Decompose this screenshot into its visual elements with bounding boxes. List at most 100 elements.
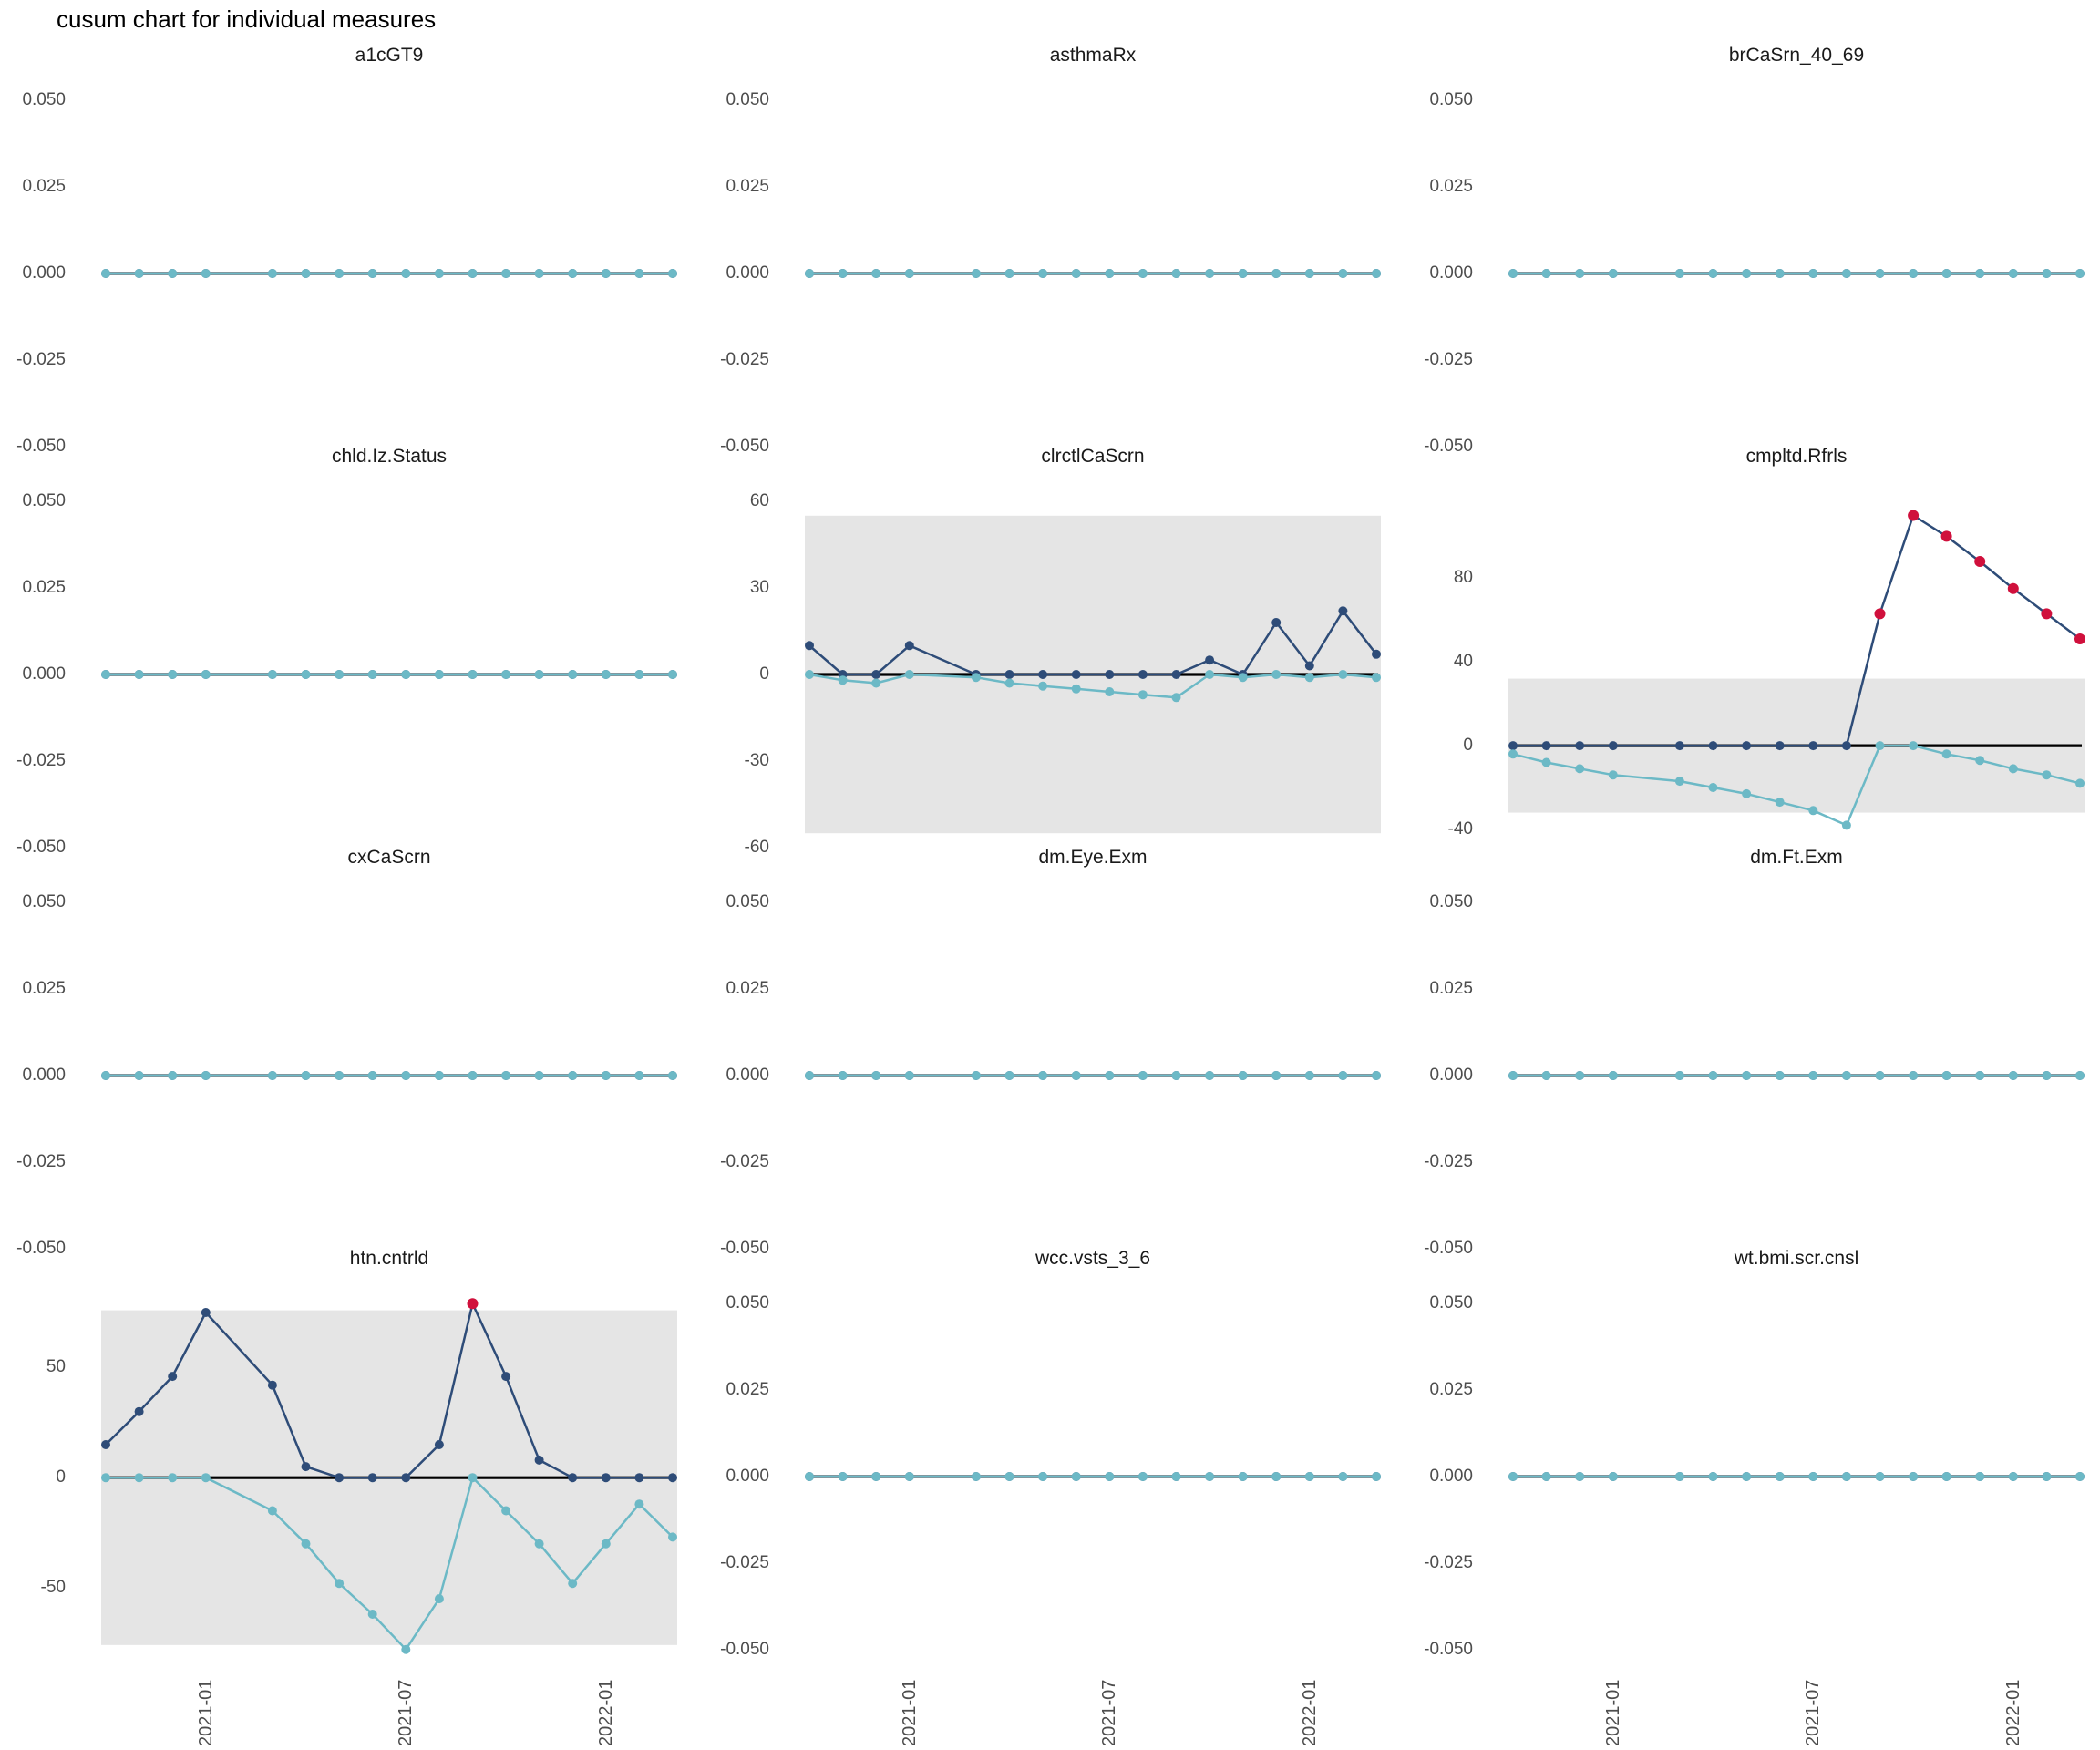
data-point: [805, 269, 814, 278]
data-point: [501, 1071, 511, 1080]
data-point: [1205, 655, 1215, 665]
data-point: [1508, 741, 1518, 751]
panel-title: brCaSrn_40_69: [1728, 45, 1865, 66]
data-point: [838, 675, 848, 685]
data-point: [1105, 1071, 1115, 1080]
data-point: [1171, 1071, 1181, 1080]
x-axis-tick-label: 2022-01: [595, 1679, 616, 1746]
y-axis-tick-label: -0.025: [720, 1553, 769, 1572]
data-point: [168, 1473, 178, 1483]
y-axis-tick-label: 0.025: [1429, 979, 1473, 998]
data-point: [1674, 1071, 1684, 1080]
y-axis-tick-label: -0.050: [1424, 1239, 1473, 1258]
data-point: [1038, 269, 1048, 278]
x-axis-tick-label: 2021-01: [899, 1679, 920, 1746]
data-point: [838, 1071, 848, 1080]
data-point: [367, 670, 377, 679]
data-point: [168, 1372, 178, 1382]
panel-plot-area: [101, 670, 677, 679]
data-point: [1841, 820, 1851, 830]
data-point: [1775, 798, 1785, 808]
data-point: [434, 670, 444, 679]
data-point: [1941, 1071, 1951, 1080]
data-point: [1775, 1472, 1785, 1481]
panel-title: cxCaScrn: [347, 847, 431, 868]
data-point: [971, 1071, 981, 1080]
data-point: [2075, 269, 2085, 278]
data-point: [367, 269, 377, 278]
data-point: [805, 641, 814, 651]
data-point: [904, 1472, 914, 1481]
data-point: [1941, 1472, 1951, 1481]
data-point: [1071, 1071, 1081, 1080]
data-point: [1138, 1472, 1148, 1481]
data-point: [1004, 678, 1014, 688]
data-point: [1338, 1071, 1348, 1080]
data-point: [101, 670, 110, 679]
y-axis-tick-label: -0.025: [720, 1152, 769, 1171]
data-point: [1205, 269, 1215, 278]
data-point: [634, 1473, 644, 1483]
panel-title: wt.bmi.scr.cnsl: [1734, 1248, 1859, 1269]
y-axis-tick-label: -0.050: [16, 437, 66, 456]
panel-title: htn.cntrld: [349, 1248, 429, 1269]
y-axis-tick-label: 0.050: [726, 90, 769, 109]
data-point: [1808, 741, 1818, 751]
x-axis-tick-label: 2021-01: [1602, 1679, 1623, 1746]
data-point: [1508, 1071, 1518, 1080]
y-axis-tick-label: 0.050: [1429, 892, 1473, 911]
data-point: [1004, 670, 1014, 679]
data-point: [401, 1071, 411, 1080]
data-point: [1541, 741, 1551, 751]
data-point: [1808, 1071, 1818, 1080]
data-point: [1875, 741, 1885, 751]
x-axis-tick-label: 2021-07: [396, 1679, 417, 1746]
data-point: [871, 1071, 881, 1080]
data-point: [134, 1473, 144, 1483]
panel-plot-area: [101, 269, 677, 278]
data-point: [168, 670, 178, 679]
data-point: [1004, 1472, 1014, 1481]
data-point: [1508, 269, 1518, 278]
data-point: [568, 1473, 578, 1483]
data-point: [1138, 690, 1148, 700]
data-point: [1608, 269, 1618, 278]
data-point: [1338, 1472, 1348, 1481]
panel-plot-area: [805, 269, 1381, 278]
x-axis-tick-label: 2021-01: [195, 1679, 216, 1746]
data-point: [971, 1472, 981, 1481]
y-axis-tick-label: 0.025: [1429, 177, 1473, 196]
panel-plot-area: [1508, 269, 2085, 278]
y-axis-tick-label: -0.050: [720, 1239, 769, 1258]
data-point: [201, 1473, 211, 1483]
data-point: [1171, 1472, 1181, 1481]
data-point: [971, 269, 981, 278]
data-point: [1372, 673, 1381, 683]
y-axis-tick-label: 0: [759, 664, 769, 684]
data-point: [1708, 783, 1718, 792]
data-point: [1271, 1472, 1282, 1481]
data-point: [1372, 1071, 1381, 1080]
y-axis-tick-label: 0.000: [726, 1065, 769, 1085]
y-axis-tick-label: 0.000: [726, 263, 769, 283]
data-point: [1071, 269, 1081, 278]
y-axis-tick-label: 0.025: [22, 578, 66, 597]
data-point: [301, 1462, 311, 1472]
data-point: [601, 269, 611, 278]
y-axis-tick-label: 0.000: [1429, 1065, 1473, 1085]
data-point: [1608, 770, 1618, 780]
data-point: [1775, 269, 1785, 278]
y-axis-tick-label: -0.025: [1424, 1152, 1473, 1171]
panel-title: a1cGT9: [355, 45, 424, 66]
data-point: [2042, 770, 2052, 780]
data-point: [1038, 681, 1048, 691]
data-point: [1608, 1071, 1618, 1080]
data-point: [805, 1472, 814, 1481]
data-point: [1808, 1472, 1818, 1481]
data-point: [434, 269, 444, 278]
data-point: [668, 1532, 677, 1542]
data-point: [1304, 661, 1314, 671]
y-axis-tick-label: 0.050: [1429, 90, 1473, 109]
y-axis-tick-label: -40: [1447, 818, 1473, 839]
